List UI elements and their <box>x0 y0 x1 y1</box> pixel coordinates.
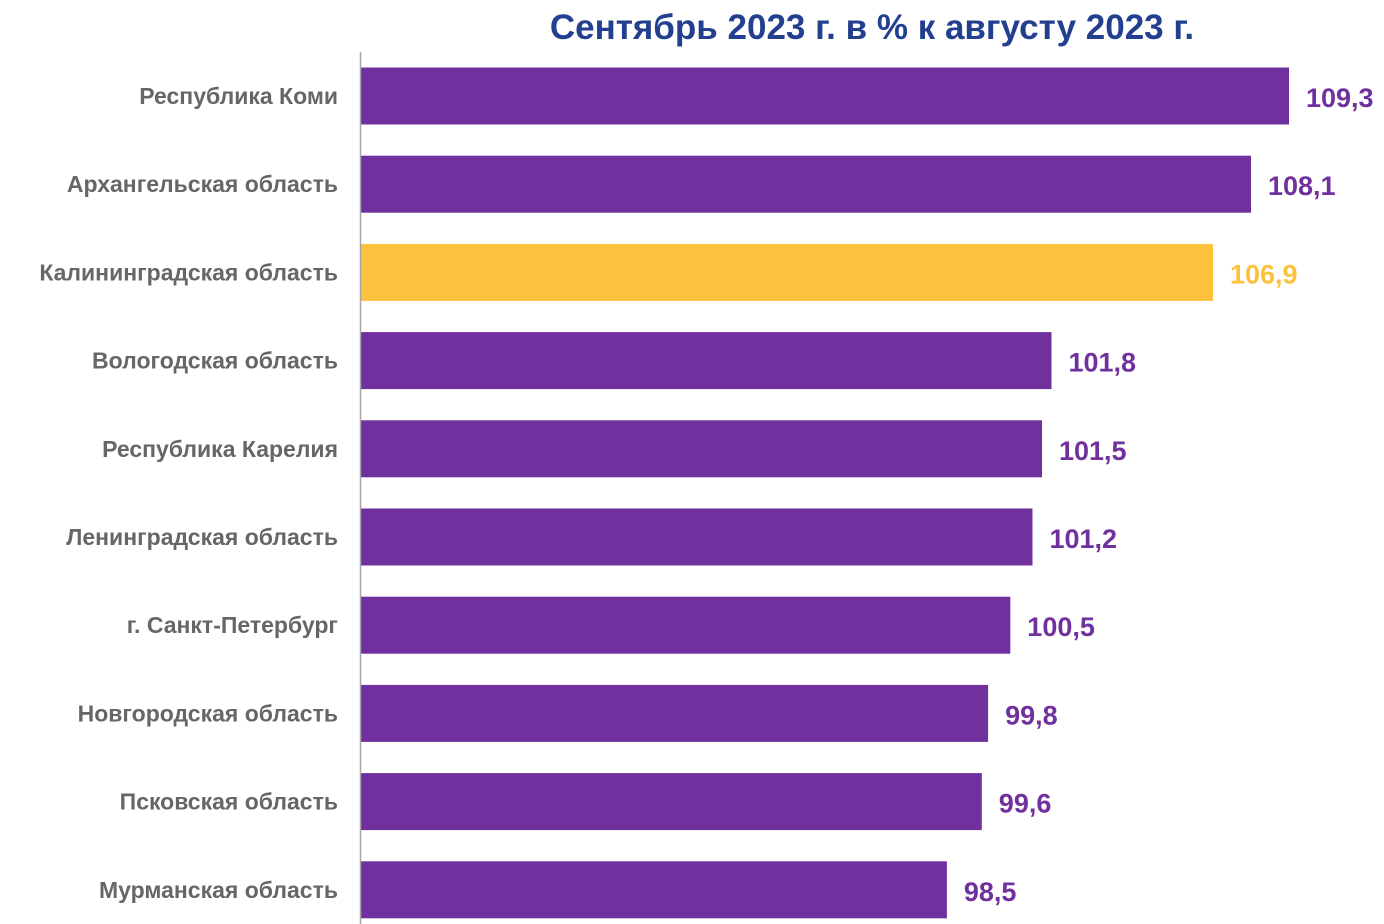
value-label: 108,1 <box>1268 171 1336 201</box>
value-label: 98,5 <box>964 877 1017 907</box>
value-label: 101,8 <box>1069 348 1137 378</box>
value-label: 101,5 <box>1059 436 1127 466</box>
category-label: Республика Коми <box>139 83 338 109</box>
category-label: Архангельская область <box>67 171 338 197</box>
bar <box>361 420 1042 478</box>
bar <box>361 332 1052 390</box>
value-label: 101,2 <box>1050 524 1118 554</box>
labels-layer: Республика Коми 109,3 Архангельская област… <box>39 83 1373 907</box>
value-label: 99,6 <box>999 789 1052 819</box>
category-label: Республика Карелия <box>102 436 338 462</box>
bar <box>361 773 982 831</box>
chart-title: Сентябрь 2023 г. в % к августу 2023 г. <box>549 8 1195 47</box>
bar <box>361 67 1289 125</box>
bar <box>361 684 989 742</box>
value-label: 99,8 <box>1005 700 1058 730</box>
bars-layer <box>361 67 1289 919</box>
bar <box>361 508 1033 566</box>
value-label: 106,9 <box>1230 259 1298 289</box>
bar <box>361 243 1213 301</box>
category-label: г. Санкт-Петербург <box>127 612 338 638</box>
bar <box>361 861 947 919</box>
value-label: 100,5 <box>1027 612 1095 642</box>
category-label: Псковская область <box>120 789 338 815</box>
bar <box>361 155 1251 213</box>
bar <box>361 596 1011 654</box>
category-label: Калининградская область <box>39 259 338 285</box>
category-label: Мурманская область <box>99 877 338 903</box>
category-label: Вологодская область <box>92 348 338 374</box>
value-label: 109,3 <box>1306 83 1374 113</box>
category-label: Новгородская область <box>78 700 338 726</box>
category-label: Ленинградская область <box>66 524 338 550</box>
